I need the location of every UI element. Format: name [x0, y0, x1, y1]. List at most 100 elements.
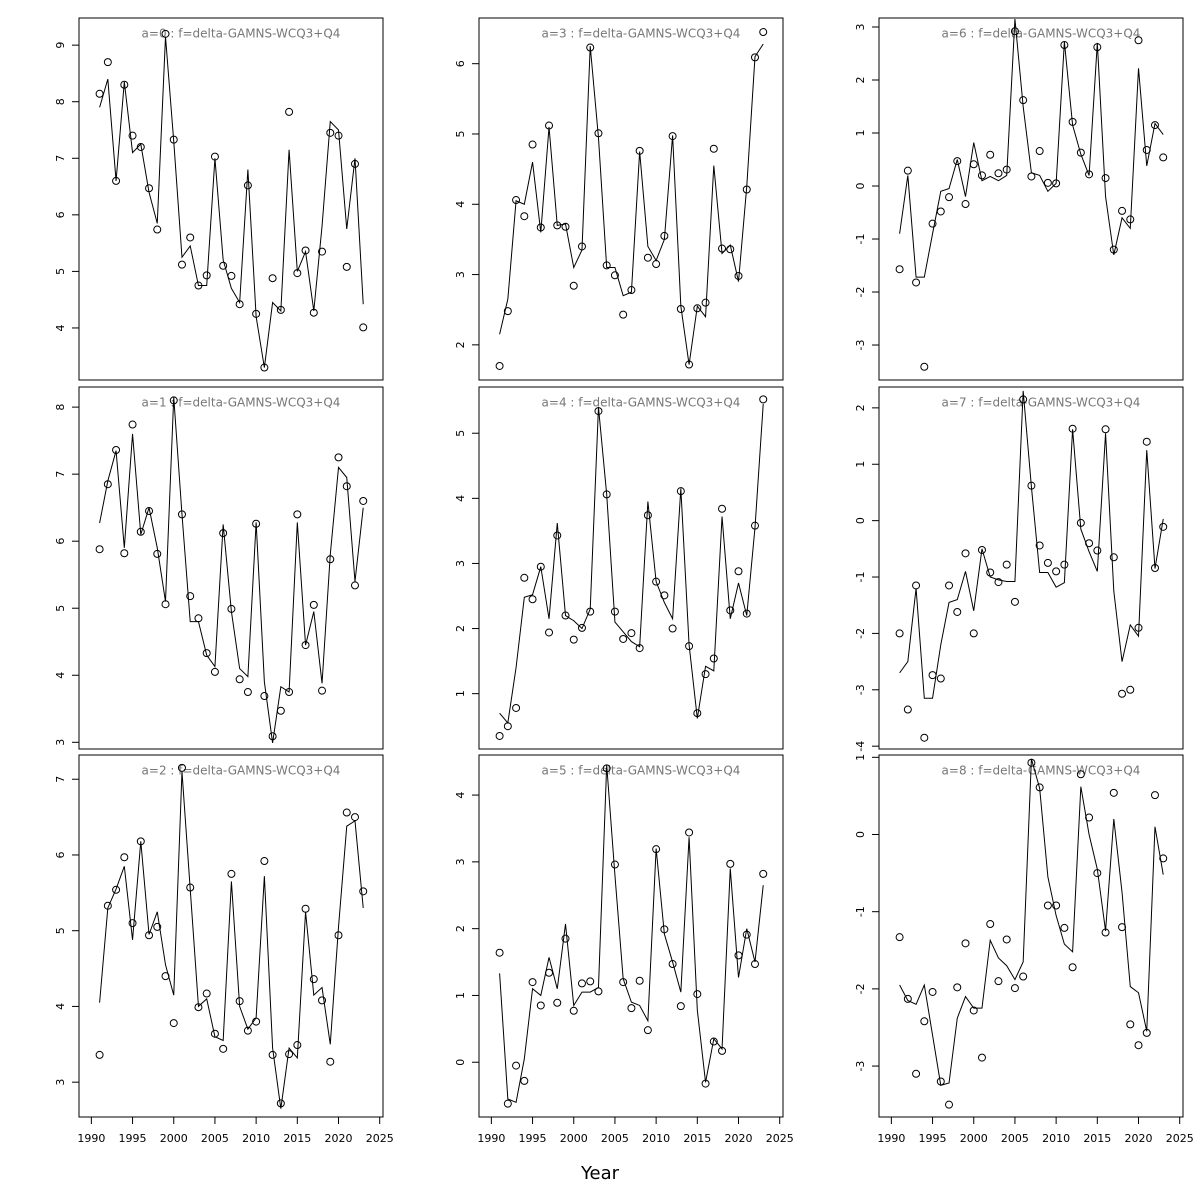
y-tick-label: 0 [854, 183, 867, 190]
observed-point [243, 181, 252, 190]
panel: a=3 : f=delta-GAMNS-WCQ3+Q4 2 3 4 5 6 [454, 17, 784, 381]
observed-point [1126, 1020, 1135, 1029]
observed-point [520, 573, 529, 582]
observed-point [318, 686, 327, 695]
observed-point [903, 705, 912, 714]
panel: a=5 : f=delta-GAMNS-WCQ3+Q4 0 1 2 3 4 1990 1995… [454, 754, 794, 1145]
x-tick-label: 2025 [766, 1132, 794, 1145]
observed-point [969, 629, 978, 638]
y-tick-label: 6 [54, 538, 67, 545]
observed-point [759, 395, 768, 404]
y-tick-label: 3 [454, 271, 467, 278]
observed-point [260, 692, 269, 701]
observed-point [1002, 935, 1011, 944]
observed-point [1126, 685, 1135, 694]
y-tick-label: 7 [54, 471, 67, 478]
observed-point [326, 1057, 335, 1066]
observed-point [309, 975, 318, 984]
observed-point [1019, 972, 1028, 981]
observed-point [1002, 560, 1011, 569]
y-tick-label: 1 [454, 690, 467, 697]
x-axis-label: Year [580, 1163, 620, 1184]
x-tick-label: 2025 [366, 1132, 394, 1145]
y-tick-label: 1 [854, 130, 867, 137]
observed-point [610, 860, 619, 869]
observed-point [953, 607, 962, 616]
observed-point [342, 262, 351, 271]
observed-point [953, 983, 962, 992]
observed-point [120, 853, 129, 862]
observed-point [553, 531, 562, 540]
observed-point [495, 948, 504, 957]
observed-point [243, 688, 252, 697]
y-tick-label: -3 [854, 1061, 867, 1072]
observed-point [928, 219, 937, 228]
observed-point [293, 1041, 302, 1050]
observed-point [1159, 522, 1168, 531]
observed-point [1043, 178, 1052, 187]
observed-point [1134, 36, 1143, 45]
x-tick-label: 2000 [160, 1132, 188, 1145]
observed-point [660, 591, 669, 600]
observed-point [961, 939, 970, 948]
observed-point [202, 989, 211, 998]
observed-point [1043, 558, 1052, 567]
y-tick-label: -2 [854, 628, 867, 639]
observed-point [610, 271, 619, 280]
observed-point [112, 885, 121, 894]
observed-point [95, 1050, 104, 1059]
x-tick-label: 2010 [242, 1132, 270, 1145]
observed-point [120, 80, 129, 89]
y-tick-label: 8 [54, 98, 67, 105]
observed-point [945, 581, 954, 590]
observed-point [285, 107, 294, 116]
y-tick-label: 4 [54, 1003, 67, 1010]
x-tick-label: 2005 [201, 1132, 229, 1145]
observed-point [945, 193, 954, 202]
observed-point [545, 628, 554, 637]
y-tick-label: 2 [454, 341, 467, 348]
x-tick-label: 2020 [325, 1132, 353, 1145]
y-tick-label: 5 [454, 430, 467, 437]
y-tick-label: 4 [54, 324, 67, 331]
x-tick-label: 1990 [77, 1132, 105, 1145]
observed-point [520, 1076, 529, 1085]
fitted-line [499, 764, 764, 1104]
observed-point [268, 274, 277, 283]
y-tick-label: -3 [854, 340, 867, 351]
y-tick-label: 4 [454, 495, 467, 502]
observed-point [243, 1026, 252, 1035]
observed-point [701, 670, 710, 679]
observed-point [569, 1006, 578, 1015]
panel: a=0 : f=delta-GAMNS-WCQ3+Q4 4 5 6 7 8 9 [54, 17, 384, 381]
observed-point [528, 595, 537, 604]
observed-point [1085, 813, 1094, 822]
y-tick-label: 2 [454, 625, 467, 632]
observed-point [520, 212, 529, 221]
observed-point [1043, 901, 1052, 910]
y-tick-label: 3 [54, 739, 67, 746]
observed-point [994, 169, 1003, 178]
fitted-line [899, 19, 1164, 278]
observed-point [512, 1061, 521, 1070]
observed-point [561, 934, 570, 943]
observed-point [912, 278, 921, 287]
observed-point [169, 1019, 178, 1028]
observed-point [627, 1004, 636, 1013]
observed-point [145, 507, 154, 516]
x-tick-label: 1990 [477, 1132, 505, 1145]
observed-point [920, 1017, 929, 1026]
y-tick-label: 5 [54, 268, 67, 275]
observed-point [103, 58, 112, 67]
y-tick-label: 7 [54, 155, 67, 162]
observed-point [219, 261, 228, 270]
observed-point [293, 510, 302, 519]
observed-point [1101, 425, 1110, 434]
observed-point [986, 920, 995, 929]
observed-point [1035, 147, 1044, 156]
observed-point [561, 222, 570, 231]
fitted-line [899, 758, 1164, 1086]
observed-point [318, 996, 327, 1005]
panel-title: a=5 : f=delta-GAMNS-WCQ3+Q4 [542, 764, 741, 778]
panel-title: a=2 : f=delta-GAMNS-WCQ3+Q4 [142, 764, 341, 778]
